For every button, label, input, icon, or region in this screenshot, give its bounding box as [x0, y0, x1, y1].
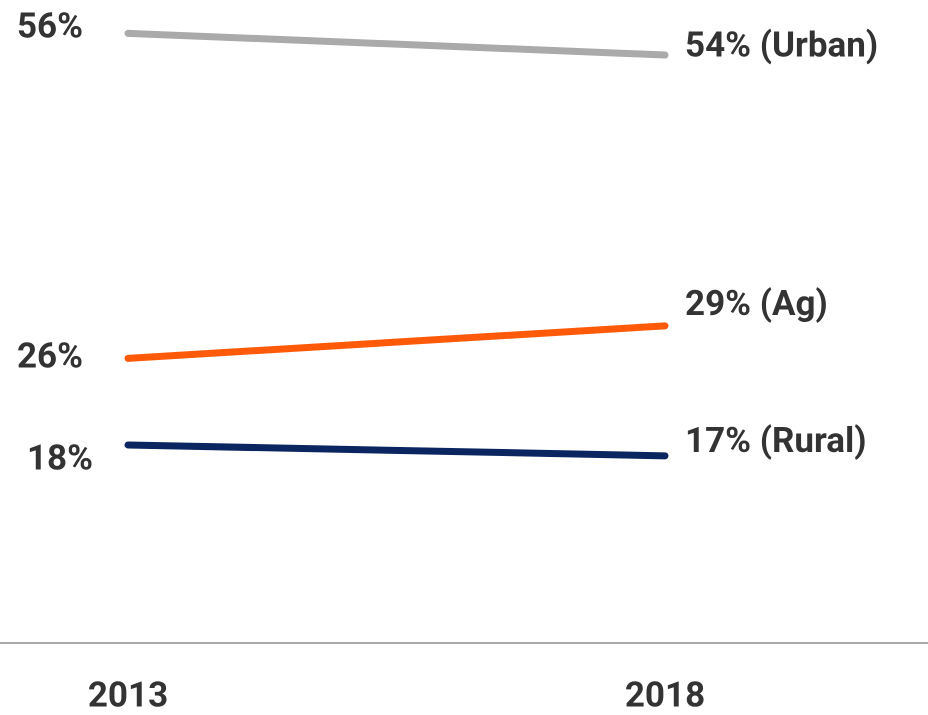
line — [124, 29, 669, 59]
data-label: 56% — [17, 6, 83, 47]
line — [124, 441, 669, 460]
data-label: 17% (Rural) — [685, 420, 867, 461]
data-label: 26% — [17, 336, 83, 377]
data-label: 18% — [27, 437, 93, 478]
line — [124, 322, 669, 362]
x-tick-label: 2018 — [625, 674, 705, 715]
data-label: 54% (Urban) — [685, 24, 878, 65]
data-label: 29% (Ag) — [685, 283, 828, 324]
x-tick-label: 2013 — [88, 674, 168, 715]
